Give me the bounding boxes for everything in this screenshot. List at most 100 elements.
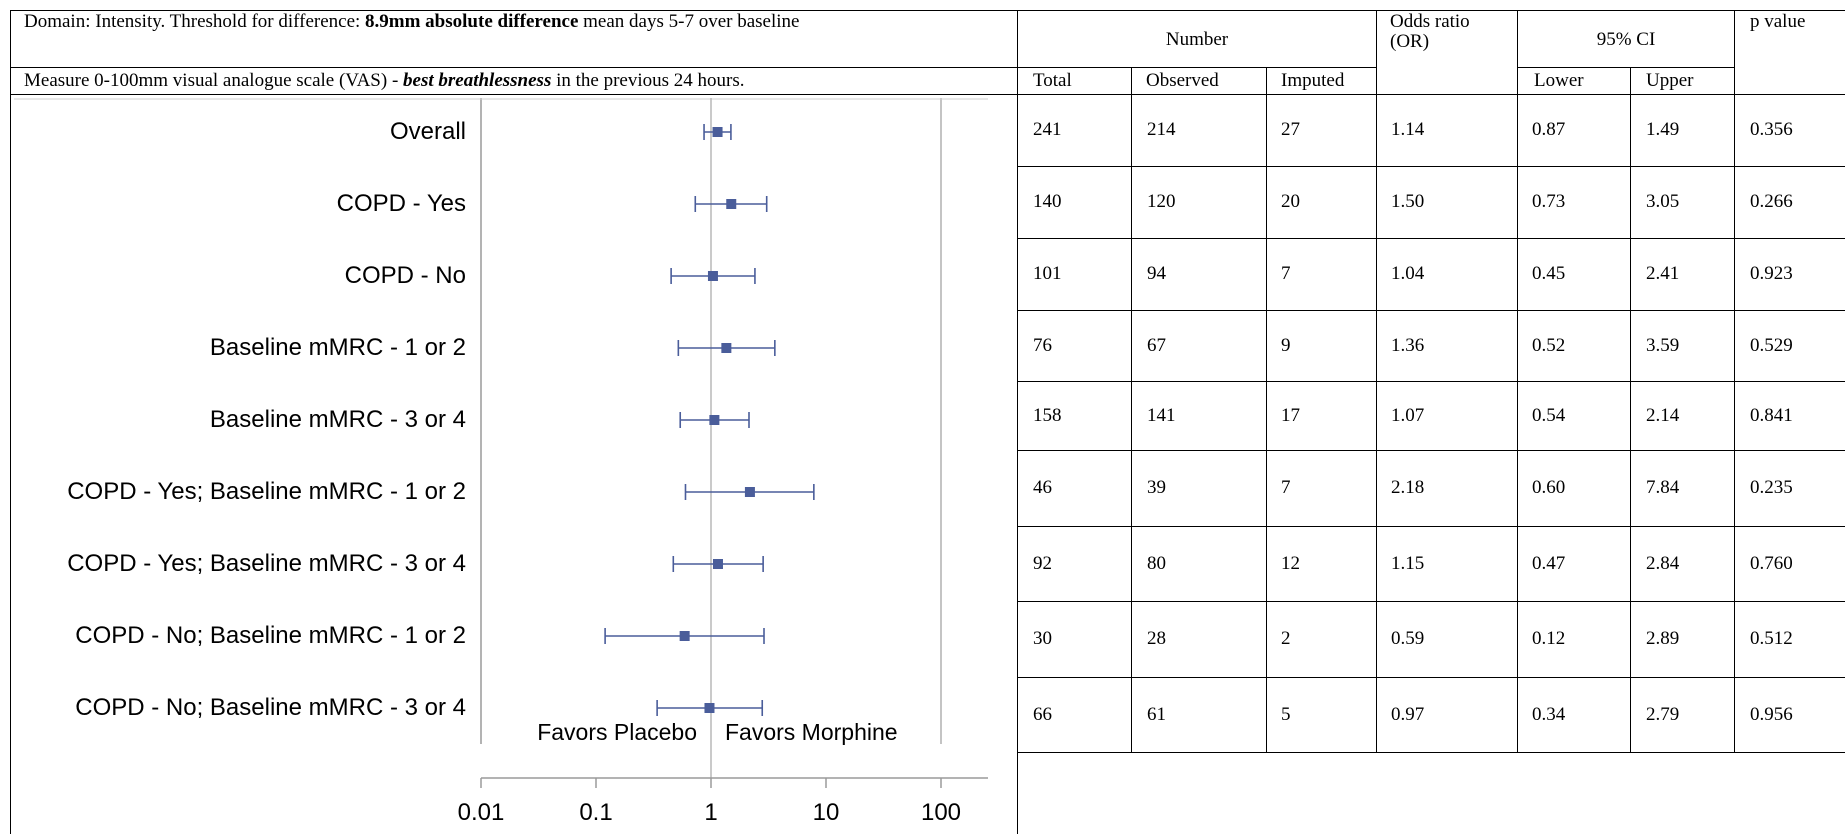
cell-p: 0.512 [1750,628,1793,649]
cell-p: 0.529 [1750,334,1793,356]
x-tick-label: 0.01 [458,799,505,826]
measure-text: Measure 0-100mm visual analogue scale (V… [24,70,404,91]
cell-observed: 67 [1147,334,1166,356]
cell-total: 30 [1033,628,1052,649]
cell-p: 0.760 [1750,552,1793,574]
estimate-marker [712,559,723,569]
cell-total: 241 [1033,119,1062,140]
estimate-marker [679,631,690,641]
cell-lower: 0.12 [1532,628,1566,649]
cell-total: 92 [1033,552,1052,574]
cell-p: 0.841 [1750,404,1793,426]
cell-imputed: 2 [1281,628,1291,649]
category-label: COPD - Yes [337,190,466,217]
cell-total: 46 [1033,477,1052,498]
domain-text-end: mean days 5-7 over baseline [578,11,800,32]
domain-text: Domain: Intensity. Threshold for differe… [24,11,366,32]
favors-morphine-label: Favors Morphine [725,719,898,745]
cell-upper: 3.05 [1646,191,1680,212]
estimate-marker [709,415,720,425]
cell-p: 0.235 [1750,477,1793,498]
cell-imputed: 20 [1281,191,1300,212]
cell-lower: 0.60 [1532,477,1566,498]
domain-threshold: 8.9mm absolute difference [365,11,579,32]
cell-lower: 0.47 [1532,552,1566,574]
category-label: COPD - No [345,262,466,289]
measure-header: Measure 0-100mm visual analogue scale (V… [24,71,1014,91]
p-value-header: p value [1750,11,1806,32]
x-tick-label: 100 [921,799,961,826]
cell-observed: 80 [1147,552,1166,574]
cell-imputed: 12 [1281,552,1300,574]
cell-imputed: 7 [1281,477,1291,498]
category-label: COPD - No; Baseline mMRC - 3 or 4 [75,694,466,721]
x-tick-label: 0.1 [579,799,612,826]
cell-upper: 2.84 [1646,552,1680,574]
cell-total: 140 [1033,191,1062,212]
cell-total: 76 [1033,334,1052,356]
measure-emphasis: best breathlessness [403,70,552,91]
cell-upper: 2.41 [1646,263,1680,284]
total-header: Total [1033,70,1072,91]
cell-or: 2.18 [1391,477,1425,498]
cell-p: 0.923 [1750,263,1793,284]
cell-or: 1.14 [1391,119,1425,140]
observed-header: Observed [1146,70,1219,91]
cell-observed: 39 [1147,477,1166,498]
domain-header: Domain: Intensity. Threshold for differe… [24,12,994,32]
cell-total: 101 [1033,263,1062,284]
estimate-marker [721,343,732,353]
estimate-marker [707,271,718,281]
cell-p: 0.356 [1750,119,1793,140]
x-tick-label: 10 [813,799,840,826]
cell-p: 0.266 [1750,191,1793,212]
cell-observed: 141 [1147,404,1176,426]
cell-observed: 214 [1147,119,1176,140]
cell-upper: 2.79 [1646,703,1680,725]
measure-text-end: in the previous 24 hours. [551,70,745,91]
imputed-header: Imputed [1281,70,1345,91]
cell-imputed: 5 [1281,703,1291,725]
category-label: COPD - Yes; Baseline mMRC - 1 or 2 [67,478,466,505]
cell-upper: 7.84 [1646,477,1680,498]
cell-upper: 3.59 [1646,334,1680,356]
cell-total: 158 [1033,404,1062,426]
cell-p: 0.956 [1750,703,1793,725]
cell-lower: 0.52 [1532,334,1566,356]
cell-or: 1.07 [1391,404,1425,426]
cell-lower: 0.54 [1532,404,1566,426]
lower-header: Lower [1534,70,1584,91]
estimate-marker [744,487,755,497]
cell-lower: 0.87 [1532,119,1566,140]
estimate-marker [704,703,715,713]
cell-or: 0.97 [1391,703,1425,725]
cell-upper: 1.49 [1646,119,1680,140]
cell-lower: 0.34 [1532,703,1566,725]
category-label: COPD - Yes; Baseline mMRC - 3 or 4 [67,550,466,577]
odds-ratio-header: Odds ratio (OR) [1390,11,1470,52]
upper-header: Upper [1646,70,1694,91]
favors-placebo-label: Favors Placebo [537,719,697,745]
estimate-marker [712,127,723,137]
cell-observed: 28 [1147,628,1166,649]
estimate-marker [726,199,737,209]
cell-observed: 120 [1147,191,1176,212]
cell-imputed: 7 [1281,263,1291,284]
cell-or: 0.59 [1391,628,1425,649]
x-tick-label: 1 [704,799,717,826]
cell-lower: 0.73 [1532,191,1566,212]
cell-or: 1.36 [1391,334,1425,356]
category-label: COPD - No; Baseline mMRC - 1 or 2 [75,622,466,649]
ci-header: 95% CI [1596,29,1656,50]
cell-lower: 0.45 [1532,263,1566,284]
cell-observed: 94 [1147,263,1166,284]
cell-imputed: 27 [1281,119,1300,140]
category-label: Baseline mMRC - 3 or 4 [210,406,466,433]
cell-upper: 2.89 [1646,628,1680,649]
forest-plot: Overall COPD - Yes COPD - No Baseline mMRC … [14,98,988,826]
cell-or: 1.04 [1391,263,1425,284]
cell-or: 1.50 [1391,191,1425,212]
cell-imputed: 9 [1281,334,1291,356]
number-header: Number [1165,29,1229,50]
